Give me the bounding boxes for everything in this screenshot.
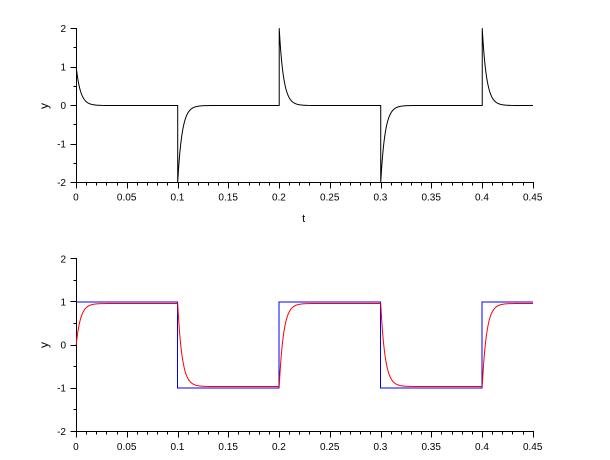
svg-text:0: 0 [73, 193, 79, 204]
svg-text:0.05: 0.05 [117, 193, 137, 204]
svg-text:0.3: 0.3 [373, 442, 387, 453]
svg-text:0: 0 [60, 341, 66, 352]
svg-text:0.25: 0.25 [320, 193, 340, 204]
svg-text:0.2: 0.2 [272, 442, 286, 453]
svg-text:0.45: 0.45 [523, 193, 543, 204]
svg-text:-1: -1 [57, 384, 66, 395]
svg-text:0.2: 0.2 [272, 193, 286, 204]
svg-text:-2: -2 [57, 427, 66, 438]
svg-text:0.25: 0.25 [320, 442, 340, 453]
svg-text:0.35: 0.35 [421, 193, 441, 204]
svg-text:y: y [37, 103, 51, 109]
svg-text:0.05: 0.05 [117, 442, 137, 453]
svg-text:0.3: 0.3 [373, 193, 387, 204]
svg-text:2: 2 [60, 254, 66, 265]
svg-text:1: 1 [60, 63, 66, 74]
svg-text:1: 1 [60, 298, 66, 309]
svg-text:0.4: 0.4 [475, 442, 489, 453]
svg-text:-2: -2 [57, 178, 66, 189]
svg-text:y: y [37, 342, 51, 348]
svg-text:0.1: 0.1 [170, 193, 184, 204]
svg-text:-1: -1 [57, 140, 66, 151]
svg-text:0.4: 0.4 [475, 193, 489, 204]
svg-text:0: 0 [60, 101, 66, 112]
svg-text:0.15: 0.15 [218, 193, 238, 204]
svg-text:0.45: 0.45 [523, 442, 543, 453]
svg-text:0.1: 0.1 [170, 442, 184, 453]
svg-text:0.35: 0.35 [421, 442, 441, 453]
svg-text:0.15: 0.15 [218, 442, 238, 453]
svg-text:t: t [302, 213, 305, 225]
svg-text:0: 0 [73, 442, 79, 453]
svg-text:2: 2 [60, 24, 66, 35]
